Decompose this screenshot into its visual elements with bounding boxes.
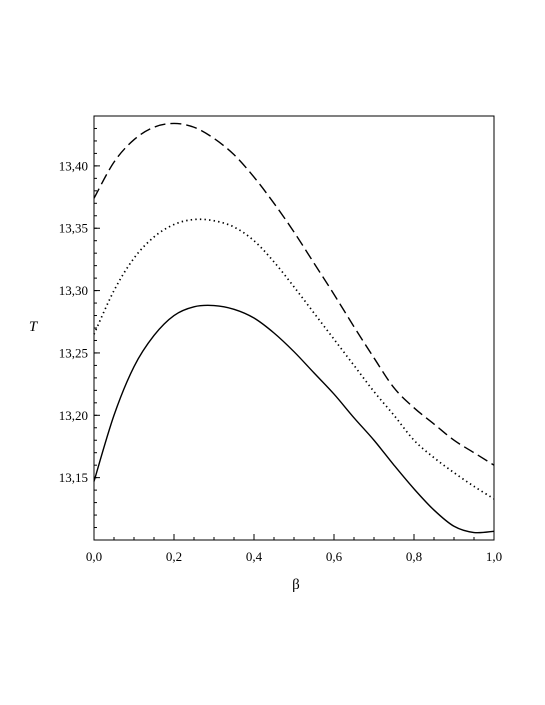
y-tick-label-5: 13,40: [59, 158, 88, 173]
series-line-dotted: [93, 218, 495, 500]
y-major-ticks: [94, 165, 100, 479]
y-tick-label-1: 13,20: [59, 408, 88, 423]
x-tick-label-3: 0,6: [326, 549, 343, 564]
plot-frame: [93, 115, 495, 541]
y-axis-label: T: [29, 319, 39, 335]
y-tick-label-2: 13,25: [59, 345, 88, 360]
y-tick-label-4: 13,35: [59, 221, 88, 236]
series-group: [93, 122, 495, 534]
x-tick-label-0: 0,0: [86, 549, 102, 564]
x-tick-label-4: 0,8: [406, 549, 422, 564]
x-axis-label: β: [292, 577, 300, 593]
series-line-dashed: [93, 122, 495, 466]
x-tick-label-1: 0,2: [166, 549, 182, 564]
y-tick-label-0: 13,15: [59, 470, 88, 485]
y-tick-labels: 13,15 13,20 13,25 13,30 13,35 13,40: [59, 158, 88, 485]
x-tick-label-2: 0,4: [246, 549, 263, 564]
x-tick-label-5: 1,0: [486, 549, 502, 564]
x-ticks: [93, 534, 495, 540]
series-line-solid: [93, 304, 495, 534]
y-tick-label-3: 13,30: [59, 283, 88, 298]
x-tick-labels: 0,0 0,2 0,4 0,6 0,8 1,0: [86, 549, 502, 564]
